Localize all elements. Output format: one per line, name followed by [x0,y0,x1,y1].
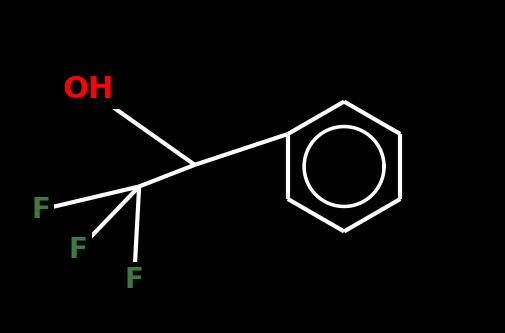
Text: OH: OH [63,75,114,105]
Text: F: F [124,266,143,294]
Text: F: F [69,236,88,264]
Text: F: F [31,196,50,224]
